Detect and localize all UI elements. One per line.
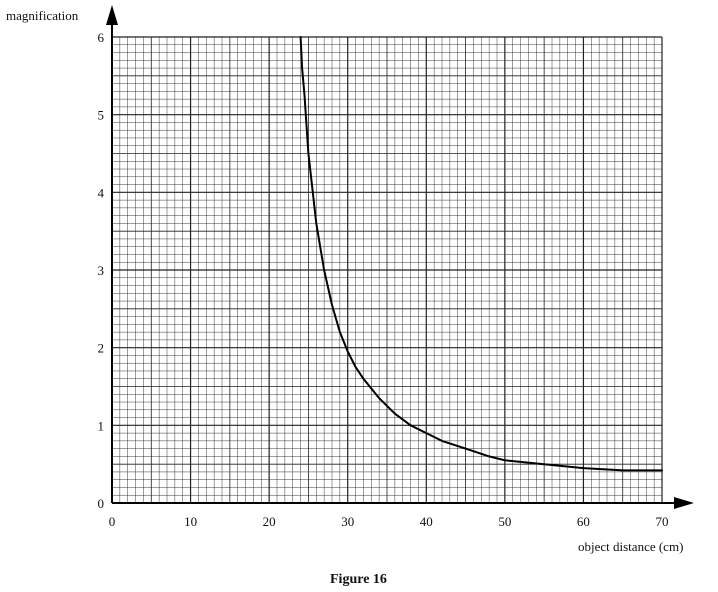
y-axis-label: magnification — [6, 8, 79, 23]
x-axis-arrow — [674, 497, 694, 509]
grid — [111, 36, 663, 504]
axes — [106, 5, 694, 509]
x-tick-label: 70 — [656, 514, 669, 529]
x-tick-label: 20 — [263, 514, 276, 529]
y-axis-arrow — [106, 5, 118, 25]
x-tick-label: 30 — [341, 514, 354, 529]
tick-labels: 0 10 20 30 40 50 60 70 0 1 2 3 4 5 6 — [98, 30, 669, 529]
y-tick-label: 5 — [98, 108, 105, 123]
plot-area — [299, 36, 663, 472]
y-tick-label: 0 — [98, 496, 105, 511]
x-tick-label: 10 — [184, 514, 197, 529]
x-tick-label: 50 — [498, 514, 511, 529]
x-axis-label: object distance (cm) — [578, 539, 683, 554]
series-line — [299, 36, 663, 472]
x-tick-label: 40 — [420, 514, 433, 529]
x-tick-label: 60 — [577, 514, 590, 529]
y-tick-label: 6 — [98, 30, 105, 45]
x-tick-label: 0 — [109, 514, 116, 529]
y-tick-label: 1 — [98, 418, 105, 433]
figure-caption: Figure 16 — [330, 572, 387, 587]
y-tick-label: 3 — [98, 263, 105, 278]
y-tick-label: 2 — [98, 341, 105, 356]
y-tick-label: 4 — [98, 185, 105, 200]
